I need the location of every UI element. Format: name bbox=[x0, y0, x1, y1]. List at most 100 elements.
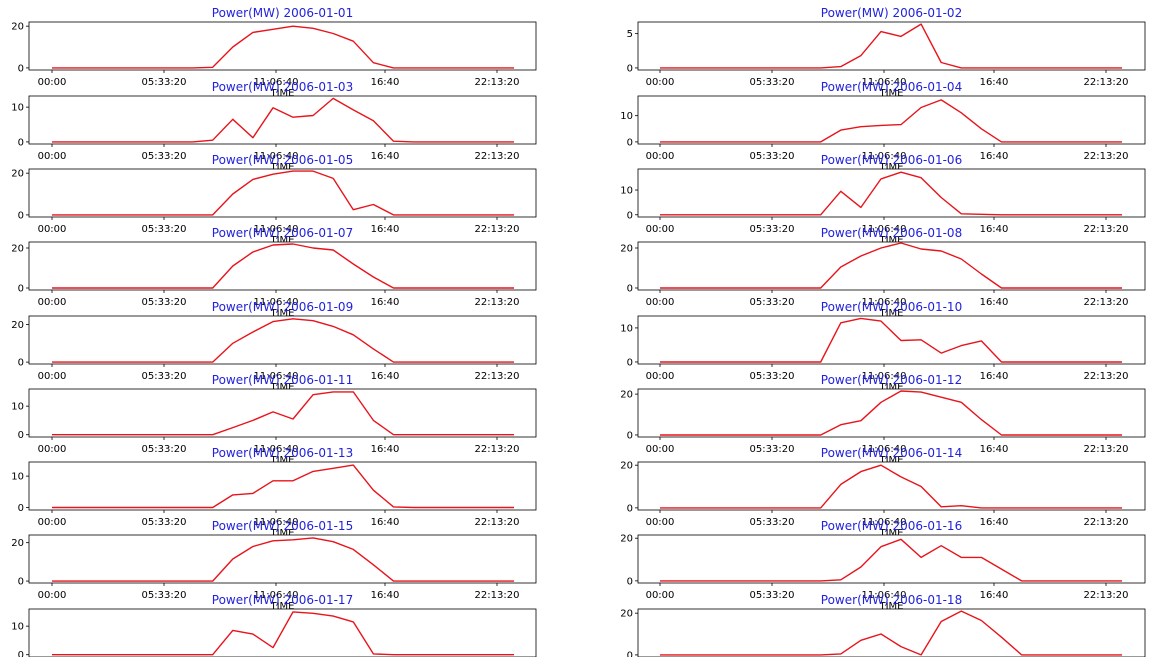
series-line bbox=[52, 97, 514, 143]
series-line bbox=[660, 23, 1122, 69]
x-tick-label: 22:13:20 bbox=[1084, 517, 1129, 528]
x-tick-label: 05:33:20 bbox=[142, 444, 187, 455]
x-tick-label: 00:00 bbox=[646, 517, 675, 528]
x-tick-label: 11:06:40 bbox=[862, 517, 907, 528]
x-tick-label: 05:33:20 bbox=[142, 590, 187, 601]
x-tick-label: 16:40 bbox=[980, 371, 1009, 382]
subplot: 0 5 00:00 05:33:20 11:06:40 16:40 22:13:20 TIME… bbox=[627, 6, 1146, 99]
plot-frame bbox=[28, 241, 537, 291]
subplot: 0 10 00:00 05:33:20 11:06:40 16:40 22:13:20 TIM… bbox=[620, 80, 1146, 173]
plot-frame bbox=[28, 315, 537, 365]
x-tick-label: 16:40 bbox=[980, 444, 1009, 455]
y-tick-label: 20 bbox=[11, 169, 24, 180]
x-tick-label: 00:00 bbox=[38, 77, 67, 88]
x-tick-label: 00:00 bbox=[38, 371, 67, 382]
x-tick-label: 16:40 bbox=[371, 590, 400, 601]
subplot: 0 20 00:00 05:33:20 11:06:40 16:40 22:13:20 TIM… bbox=[11, 153, 537, 246]
y-tick-label: 10 bbox=[11, 472, 24, 483]
y-tick-label: 0 bbox=[627, 650, 633, 657]
subplot: 0 10 00:00 05:33:20 11:06:40 16:40 22:13:20 TIM… bbox=[11, 373, 537, 466]
x-tick-label: 11:06:40 bbox=[254, 224, 299, 235]
y-tick-label: 0 bbox=[627, 430, 633, 441]
x-tick-label: 22:13:20 bbox=[1084, 77, 1129, 88]
y-tick-label: 20 bbox=[11, 320, 24, 331]
x-tick-label: 00:00 bbox=[646, 297, 675, 308]
series-line bbox=[660, 610, 1122, 656]
series-line bbox=[660, 538, 1122, 582]
chart-title: Power(MW) 2006-01-11 bbox=[212, 373, 353, 387]
x-tick-label: 11:06:40 bbox=[254, 517, 299, 528]
chart-title: Power(MW) 2006-01-05 bbox=[212, 153, 353, 167]
x-tick-label: 00:00 bbox=[646, 77, 675, 88]
subplot: 0 20 00:00 05:33:20 11:06:40 16:40 22:13:20 TIM… bbox=[620, 373, 1146, 466]
y-tick-label: 0 bbox=[627, 576, 633, 587]
x-axis-label: TIME bbox=[269, 455, 294, 466]
x-tick-label: 16:40 bbox=[980, 151, 1009, 162]
plot-frame bbox=[637, 461, 1146, 511]
y-tick-label: 0 bbox=[18, 577, 24, 588]
x-tick-label: 11:06:40 bbox=[862, 151, 907, 162]
x-axis-label: TIME bbox=[269, 528, 294, 539]
plot-frame bbox=[637, 95, 1146, 145]
subplot: 0 20 00:00 05:33:20 11:06:40 16:40 22:13:20 TIM… bbox=[620, 446, 1146, 539]
series-line bbox=[52, 611, 514, 656]
x-tick-label: 11:06:40 bbox=[254, 77, 299, 88]
x-tick-label: 11:06:40 bbox=[254, 371, 299, 382]
x-tick-label: 05:33:20 bbox=[750, 224, 795, 235]
x-tick-label: 05:33:20 bbox=[142, 77, 187, 88]
series-line bbox=[52, 391, 514, 436]
x-tick-label: 22:13:20 bbox=[1084, 297, 1129, 308]
series-line bbox=[52, 537, 514, 582]
y-tick-label: 20 bbox=[620, 244, 633, 255]
y-tick-label: 20 bbox=[620, 390, 633, 401]
chart-title: Power(MW) 2006-01-06 bbox=[821, 153, 962, 167]
series-line bbox=[52, 464, 514, 509]
x-tick-label: 11:06:40 bbox=[862, 297, 907, 308]
plot-frame bbox=[637, 608, 1146, 657]
subplot: 0 10 00:00 05:33:20 11:06:40 16:40 22:13:20 TIM… bbox=[620, 153, 1146, 246]
x-tick-label: 05:33:20 bbox=[142, 517, 187, 528]
x-tick-label: 11:06:40 bbox=[254, 297, 299, 308]
x-tick-label: 22:13:20 bbox=[1084, 371, 1129, 382]
x-tick-label: 05:33:20 bbox=[142, 224, 187, 235]
series-line bbox=[52, 318, 514, 363]
x-tick-label: 00:00 bbox=[38, 590, 67, 601]
x-tick-label: 16:40 bbox=[371, 224, 400, 235]
y-tick-label: 10 bbox=[620, 323, 633, 334]
subplot: 0 20 00:00 05:33:20 11:06:40 16:40 22:13:20 TIM… bbox=[11, 300, 537, 393]
series-line bbox=[660, 171, 1122, 216]
y-tick-label: 0 bbox=[18, 63, 24, 74]
chart-title: Power(MW) 2006-01-01 bbox=[212, 6, 353, 20]
y-tick-label: 0 bbox=[627, 357, 633, 368]
x-tick-label: 11:06:40 bbox=[254, 444, 299, 455]
x-tick-label: 22:13:20 bbox=[475, 517, 520, 528]
x-tick-label: 11:06:40 bbox=[254, 590, 299, 601]
series-line bbox=[660, 317, 1122, 363]
plot-frame bbox=[28, 461, 537, 511]
x-axis-label: TIME bbox=[269, 382, 294, 393]
x-axis-label: TIME bbox=[878, 88, 903, 99]
x-tick-label: 00:00 bbox=[646, 224, 675, 235]
x-axis-label: TIME bbox=[269, 235, 294, 246]
y-tick-label: 0 bbox=[18, 137, 24, 148]
subplot: 0 10 00:00 05:33:20 11:06:40 16:40 22:13:20 TIM… bbox=[620, 300, 1146, 393]
x-tick-label: 16:40 bbox=[980, 297, 1009, 308]
x-tick-label: 11:06:40 bbox=[862, 77, 907, 88]
plot-frame bbox=[28, 608, 537, 657]
chart-title: Power(MW) 2006-01-08 bbox=[821, 226, 962, 240]
x-tick-label: 16:40 bbox=[371, 297, 400, 308]
x-tick-label: 16:40 bbox=[980, 590, 1009, 601]
x-tick-label: 05:33:20 bbox=[142, 371, 187, 382]
x-tick-label: 22:13:20 bbox=[475, 444, 520, 455]
x-tick-label: 00:00 bbox=[38, 444, 67, 455]
x-tick-label: 16:40 bbox=[371, 151, 400, 162]
x-tick-label: 00:00 bbox=[38, 297, 67, 308]
y-tick-label: 0 bbox=[18, 430, 24, 441]
x-tick-label: 05:33:20 bbox=[750, 151, 795, 162]
series-line bbox=[660, 242, 1122, 289]
chart-title: Power(MW) 2006-01-12 bbox=[821, 373, 962, 387]
y-tick-label: 0 bbox=[18, 358, 24, 369]
x-tick-label: 22:13:20 bbox=[475, 151, 520, 162]
x-tick-label: 22:13:20 bbox=[1084, 224, 1129, 235]
